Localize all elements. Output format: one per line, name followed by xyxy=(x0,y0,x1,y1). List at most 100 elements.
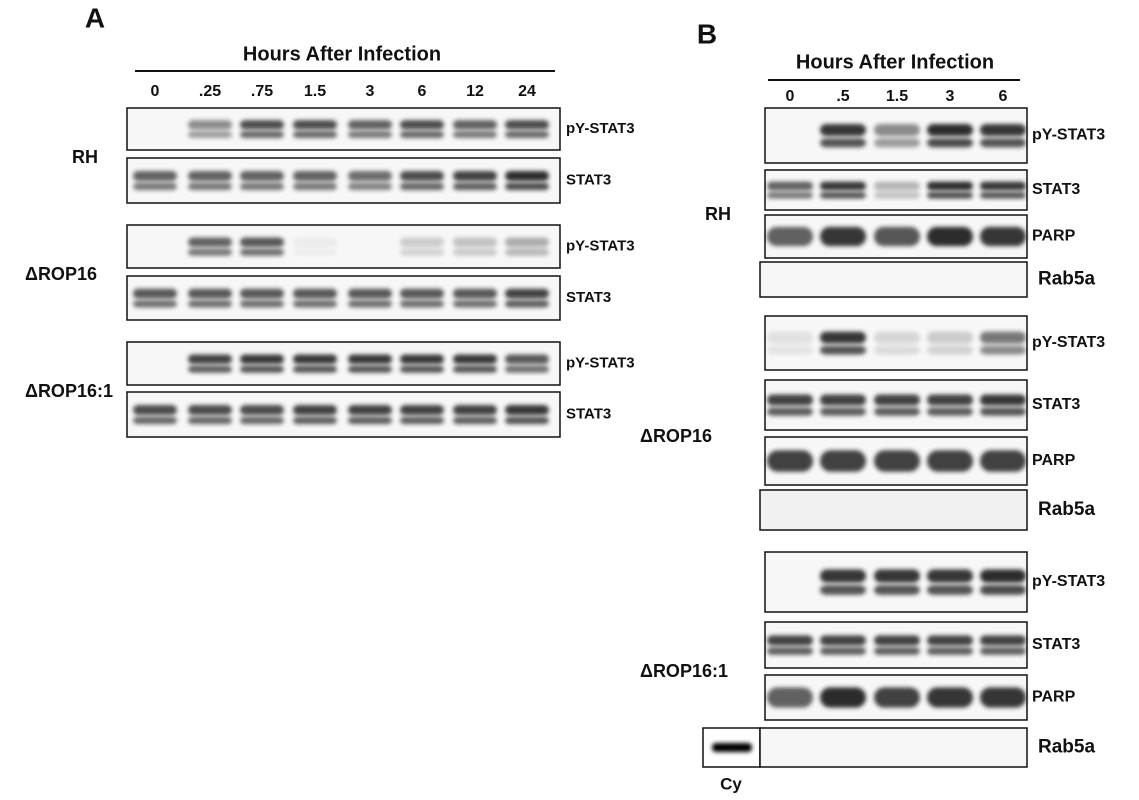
band xyxy=(133,288,177,299)
band xyxy=(767,331,813,344)
blot-label: Rab5a xyxy=(1038,737,1095,758)
band xyxy=(505,182,549,191)
band xyxy=(240,171,284,181)
time-label: 0 xyxy=(786,88,795,105)
band xyxy=(348,365,392,373)
band xyxy=(188,248,232,256)
band xyxy=(133,405,177,415)
band xyxy=(927,569,973,583)
band xyxy=(240,300,284,308)
band xyxy=(767,687,813,708)
band xyxy=(820,635,866,646)
band xyxy=(400,182,444,191)
control-label: Cy xyxy=(720,774,742,793)
band xyxy=(400,365,444,373)
band xyxy=(927,407,973,416)
band xyxy=(980,450,1026,472)
band xyxy=(874,687,920,708)
blot-label: Rab5a xyxy=(1038,269,1095,290)
band xyxy=(980,226,1026,247)
band xyxy=(293,131,337,139)
band xyxy=(927,226,973,247)
blot-frame xyxy=(759,489,1028,531)
band xyxy=(453,237,497,247)
band xyxy=(820,181,866,191)
panel-title: Hours After Infection xyxy=(796,51,994,73)
band xyxy=(453,131,497,139)
band xyxy=(980,331,1026,344)
band xyxy=(240,416,284,425)
band xyxy=(874,569,920,583)
band xyxy=(293,354,337,364)
band xyxy=(400,237,444,247)
band xyxy=(133,171,177,181)
band xyxy=(188,171,232,181)
blot-label: pY-STAT3 xyxy=(1032,127,1105,144)
band xyxy=(293,300,337,308)
band xyxy=(348,182,392,191)
band xyxy=(820,331,866,344)
band xyxy=(874,647,920,655)
band xyxy=(927,635,973,646)
band xyxy=(188,365,232,373)
time-label: 12 xyxy=(466,83,484,100)
band xyxy=(820,569,866,583)
band xyxy=(453,120,497,130)
band xyxy=(188,131,232,139)
band xyxy=(980,687,1026,708)
band xyxy=(400,131,444,139)
group-label: ΔROP16:1 xyxy=(25,381,113,401)
band xyxy=(240,288,284,299)
band xyxy=(400,405,444,415)
band xyxy=(927,585,973,595)
band xyxy=(767,181,813,191)
blot-label: STAT3 xyxy=(1032,396,1080,413)
band xyxy=(820,123,866,137)
blot-label: STAT3 xyxy=(566,171,611,188)
band xyxy=(767,407,813,416)
band xyxy=(767,450,813,472)
band xyxy=(505,365,549,373)
blot-label: PARP xyxy=(1032,452,1076,469)
control-band xyxy=(712,743,752,752)
band xyxy=(980,569,1026,583)
band xyxy=(453,300,497,308)
band xyxy=(453,405,497,415)
blot-label: STAT3 xyxy=(566,405,611,422)
panel-title: Hours After Infection xyxy=(243,43,441,65)
band xyxy=(927,450,973,472)
band xyxy=(240,131,284,139)
band xyxy=(400,171,444,181)
band xyxy=(505,288,549,299)
time-label: 6 xyxy=(999,88,1008,105)
blot-frame xyxy=(759,727,1028,768)
panel-label: A xyxy=(85,2,105,33)
group-label: ΔROP16:1 xyxy=(640,661,728,681)
band xyxy=(820,138,866,148)
band xyxy=(820,394,866,406)
band xyxy=(820,226,866,247)
band xyxy=(820,687,866,708)
group-label: ΔROP16 xyxy=(640,426,712,446)
band xyxy=(980,585,1026,595)
band xyxy=(348,416,392,425)
band xyxy=(980,345,1026,355)
blot-label: pY-STAT3 xyxy=(1032,334,1105,351)
band xyxy=(293,171,337,181)
time-label: 1.5 xyxy=(886,88,908,105)
band xyxy=(453,354,497,364)
band xyxy=(874,345,920,355)
band xyxy=(874,407,920,416)
band xyxy=(927,687,973,708)
time-label: .75 xyxy=(251,83,273,100)
band xyxy=(927,192,973,199)
band xyxy=(874,192,920,199)
band xyxy=(767,394,813,406)
band xyxy=(188,182,232,191)
band xyxy=(874,450,920,472)
band xyxy=(505,300,549,308)
band xyxy=(453,248,497,256)
band xyxy=(505,354,549,364)
band xyxy=(767,226,813,247)
